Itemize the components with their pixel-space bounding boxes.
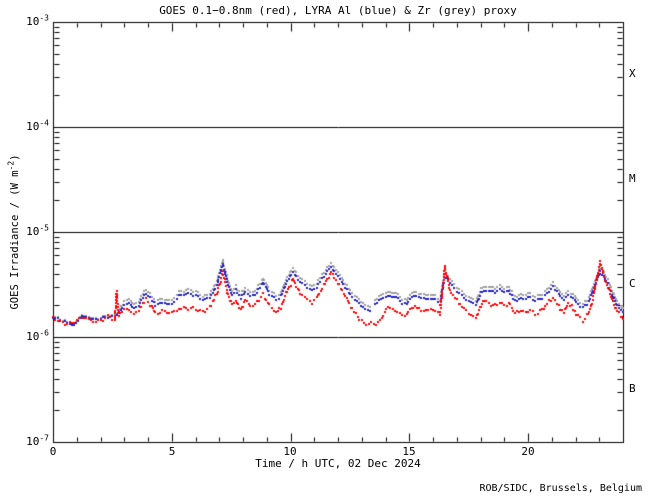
x-tick-label: 10 bbox=[283, 445, 297, 458]
flare-class-label-x: X bbox=[629, 67, 636, 80]
x-tick-label: 5 bbox=[168, 445, 176, 458]
credit-text: ROB/SIDC, Brussels, Belgium bbox=[479, 483, 642, 494]
y-tick-label: 10-7 bbox=[26, 433, 49, 448]
x-tick-label: 0 bbox=[49, 445, 57, 458]
x-tick-label: 15 bbox=[402, 445, 416, 458]
flare-class-label-c: C bbox=[629, 277, 636, 290]
y-tick-label: 10-5 bbox=[26, 223, 49, 238]
chart-title: GOES 0.1−0.8nm (red), LYRA Al (blue) & Z… bbox=[159, 4, 517, 17]
flare-class-label-b: B bbox=[629, 382, 636, 395]
flare-class-label-m: M bbox=[629, 172, 636, 185]
y-tick-label: 10-3 bbox=[26, 13, 49, 28]
x-tick-label: 20 bbox=[521, 445, 535, 458]
y-tick-label: 10-4 bbox=[26, 118, 49, 133]
y-tick-label: 10-6 bbox=[26, 328, 49, 343]
x-axis-label: Time / h UTC, 02 Dec 2024 bbox=[255, 457, 421, 470]
